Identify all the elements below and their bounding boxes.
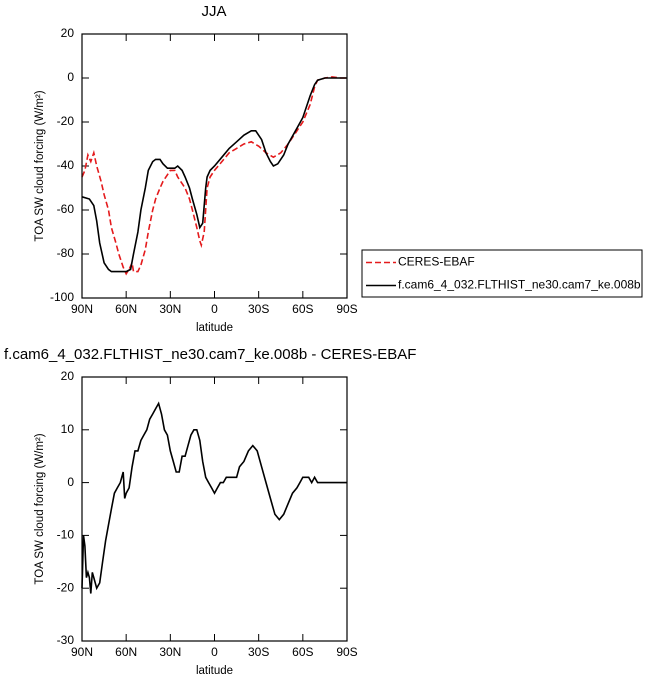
data-line bbox=[81, 76, 347, 276]
x-tick-label: 90N bbox=[71, 645, 93, 659]
y-tick-label: -100 bbox=[50, 290, 74, 304]
y-tick-label: 20 bbox=[61, 26, 75, 40]
y-axis-label: TOA SW cloud forcing (W/m²) bbox=[34, 433, 46, 584]
plot-frame bbox=[81, 376, 348, 642]
x-tick-label: 0 bbox=[211, 302, 218, 316]
y-tick-label: -10 bbox=[57, 528, 75, 542]
y-tick-label: 10 bbox=[61, 422, 75, 436]
y-tick-label: -20 bbox=[57, 580, 75, 594]
y-tick-label: -20 bbox=[57, 114, 75, 128]
legend-label: CERES-EBAF bbox=[398, 255, 475, 269]
x-tick-label: 0 bbox=[211, 645, 218, 659]
x-axis-label: latitude bbox=[196, 322, 233, 334]
plot-frame bbox=[81, 33, 348, 299]
x-tick-label: 30S bbox=[248, 302, 269, 316]
y-tick-label: -40 bbox=[57, 158, 75, 172]
y-tick-label: -80 bbox=[57, 246, 75, 260]
data-line bbox=[81, 77, 347, 273]
x-tick-label: 60S bbox=[292, 302, 313, 316]
x-tick-label: 60S bbox=[292, 645, 313, 659]
chart-title: JJA bbox=[201, 3, 226, 20]
y-tick-label: -30 bbox=[57, 633, 75, 647]
x-axis-label: latitude bbox=[196, 665, 233, 677]
x-tick-label: 30N bbox=[159, 302, 181, 316]
y-axis-label: TOA SW cloud forcing (W/m²) bbox=[34, 90, 46, 241]
y-tick-label: 20 bbox=[61, 369, 75, 383]
x-tick-label: 60N bbox=[115, 302, 137, 316]
chart-title: f.cam6_4_032.FLTHIST_ne30.cam7_ke.008b -… bbox=[4, 346, 416, 363]
legend-label: f.cam6_4_032.FLTHIST_ne30.cam7_ke.008b bbox=[398, 278, 641, 292]
data-line bbox=[81, 401, 347, 594]
y-tick-label: -60 bbox=[57, 202, 75, 216]
x-tick-label: 60N bbox=[115, 645, 137, 659]
legend-box bbox=[361, 249, 643, 298]
x-tick-label: 30N bbox=[159, 645, 181, 659]
x-tick-label: 90N bbox=[71, 302, 93, 316]
y-tick-label: 0 bbox=[67, 70, 74, 84]
y-tick-label: 0 bbox=[67, 475, 74, 489]
x-tick-label: 30S bbox=[248, 645, 269, 659]
x-tick-label: 90S bbox=[336, 645, 357, 659]
x-tick-label: 90S bbox=[336, 302, 357, 316]
